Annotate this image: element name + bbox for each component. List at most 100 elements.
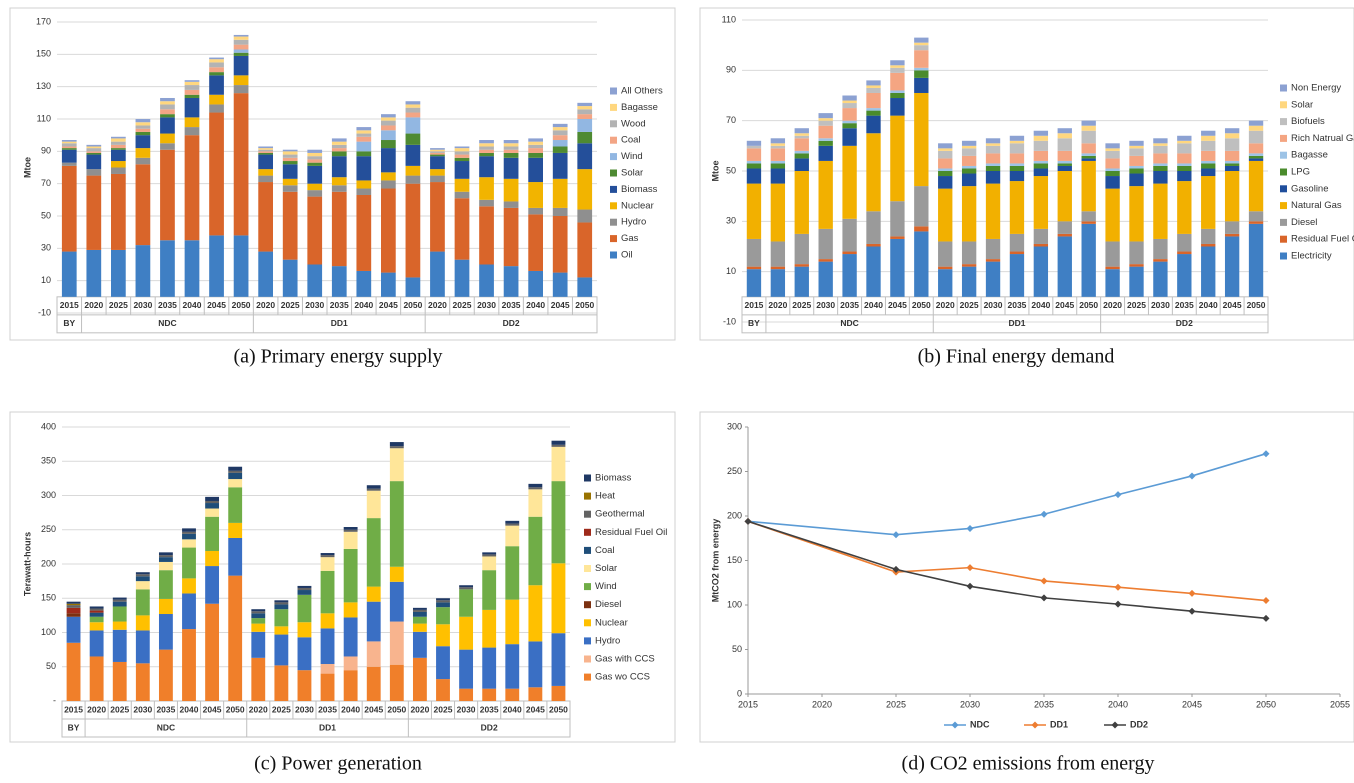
- bar-segment: [228, 466, 243, 471]
- bar-segment: [405, 277, 421, 297]
- bar-segment: [746, 145, 762, 149]
- x-tick-label: 2030: [457, 704, 476, 714]
- bar-segment: [1248, 155, 1264, 159]
- bar-segment: [1224, 128, 1240, 134]
- bar-segment: [61, 146, 77, 149]
- x-tick-label: 2030: [816, 300, 835, 310]
- x-tick-label: 2020: [428, 300, 447, 310]
- x-tick-label: 2040: [180, 704, 199, 714]
- x-tick-label: 2035: [1175, 300, 1194, 310]
- x-tick-label: 2020: [812, 699, 832, 709]
- bar-segment: [551, 563, 566, 634]
- x-tick-label: 2040: [1199, 300, 1218, 310]
- data-point: [892, 531, 900, 539]
- x-tick-label: 2045: [551, 300, 570, 310]
- bar-segment: [436, 624, 450, 647]
- legend-label: Residual Fuel Oil: [1291, 234, 1354, 245]
- legend-swatch: [610, 218, 617, 226]
- bar-segment: [479, 149, 494, 153]
- x-tick-label: 2045: [888, 300, 907, 310]
- x-tick-label: 2040: [354, 300, 373, 310]
- bar-segment: [366, 518, 381, 587]
- x-tick-label: 2035: [1034, 699, 1054, 709]
- bar-segment: [1009, 163, 1025, 166]
- bar-segment: [1201, 246, 1216, 297]
- bar-segment: [1081, 223, 1096, 297]
- bar-segment: [430, 175, 445, 183]
- bar-segment: [1177, 171, 1192, 182]
- group-label: BY: [68, 722, 80, 732]
- bar-segment: [251, 609, 266, 612]
- bar-segment: [1081, 211, 1096, 222]
- legend-swatch: [584, 655, 591, 663]
- bar-segment: [430, 251, 445, 297]
- bar-segment: [307, 156, 323, 160]
- bar-segment: [135, 164, 151, 246]
- bar-segment: [307, 159, 323, 163]
- bar-segment: [866, 115, 881, 134]
- bar-segment: [528, 489, 543, 517]
- bar-segment: [1105, 188, 1120, 242]
- x-tick-label: 2025: [109, 300, 128, 310]
- x-tick-label: 2030: [984, 300, 1003, 310]
- bar-segment: [914, 92, 929, 187]
- bar-segment: [135, 148, 151, 158]
- x-tick-label: 2040: [183, 300, 202, 310]
- bar-segment: [1033, 163, 1049, 169]
- bar-segment: [86, 249, 102, 297]
- bar-segment: [890, 98, 905, 116]
- bar-segment: [251, 613, 266, 619]
- bar-segment: [307, 149, 323, 153]
- x-tick-label: 2045: [526, 704, 545, 714]
- bar-segment: [86, 144, 102, 147]
- y-tick-label: 50: [732, 644, 742, 654]
- bar-segment: [274, 665, 289, 701]
- data-point: [744, 517, 752, 525]
- bar-segment: [1009, 171, 1025, 182]
- bar-segment: [454, 157, 470, 162]
- bar-segment: [842, 108, 857, 121]
- bar-segment: [356, 141, 372, 152]
- bar-segment: [1129, 241, 1144, 265]
- x-tick-label: 2050: [912, 300, 931, 310]
- bar-segment: [770, 168, 786, 184]
- bar-segment: [160, 240, 175, 297]
- bar-segment: [961, 168, 977, 174]
- bar-segment: [1033, 160, 1049, 164]
- bar-segment: [66, 605, 81, 608]
- bar-segment: [985, 138, 1001, 144]
- bar-segment: [233, 44, 249, 50]
- bar-segment: [430, 149, 445, 152]
- bar-segment: [282, 151, 298, 155]
- legend-label: Hydro: [595, 635, 620, 646]
- bar-segment: [842, 145, 857, 219]
- legend-swatch: [584, 510, 591, 518]
- bar-segment: [842, 123, 857, 129]
- bar-segment: [1224, 163, 1240, 166]
- bar-segment: [233, 52, 249, 56]
- bar-segment: [1177, 163, 1192, 166]
- bar-segment: [436, 607, 450, 625]
- bar-segment: [343, 617, 358, 657]
- bar-segment: [818, 228, 833, 260]
- bar-segment: [1009, 233, 1025, 252]
- bar-segment: [505, 599, 520, 645]
- bar-segment: [528, 207, 543, 215]
- legend-label: All Others: [621, 86, 663, 97]
- bar-segment: [184, 80, 200, 82]
- bar-segment: [366, 641, 381, 667]
- bar-segment: [1224, 171, 1240, 222]
- bar-segment: [1129, 186, 1144, 242]
- bar-segment: [1033, 168, 1049, 177]
- bar-segment: [1081, 130, 1096, 144]
- bar-segment: [209, 104, 224, 113]
- x-tick-label: 2050: [403, 300, 422, 310]
- bar-segment: [505, 523, 520, 526]
- y-tick-label: 200: [727, 510, 742, 520]
- y-tick-label: -10: [723, 316, 736, 326]
- bar-segment: [112, 599, 127, 602]
- bar-segment: [381, 172, 396, 181]
- bar-segment: [205, 516, 220, 551]
- y-tick-label: 100: [41, 627, 56, 637]
- legend-label: Non Energy: [1291, 83, 1341, 94]
